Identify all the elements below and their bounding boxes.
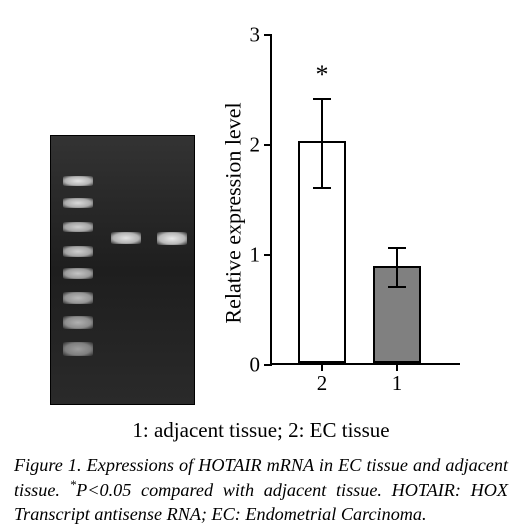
gel-band xyxy=(63,198,93,208)
gel-band xyxy=(63,246,93,257)
plot-area: 0123*21 xyxy=(270,35,460,365)
gel-band xyxy=(63,342,93,356)
caption-fig-label: Figure 1. xyxy=(14,455,82,475)
y-axis-title: Relative expression level xyxy=(221,102,247,323)
legend-text: 1: adjacent tissue; 2: EC tissue xyxy=(0,418,522,443)
y-tick-label: 3 xyxy=(250,23,261,48)
x-tick xyxy=(396,363,398,371)
caption-text-2: P<0.05 compared with adjacent tissue. HO… xyxy=(14,480,508,523)
y-tick xyxy=(264,254,272,256)
bar-chart: Relative expression level 0123*21 xyxy=(205,10,475,405)
gel-band xyxy=(63,222,93,232)
y-tick xyxy=(264,364,272,366)
x-tick xyxy=(321,363,323,371)
figure-caption: Figure 1. Expressions of HOTAIR mRNA in … xyxy=(14,454,508,526)
gel-band xyxy=(111,232,141,244)
gel-band xyxy=(157,232,187,245)
y-tick xyxy=(264,34,272,36)
gel-band xyxy=(63,316,93,329)
gel-band xyxy=(63,292,93,304)
gel-band xyxy=(63,268,93,279)
figure-panel: M12 Relative expression level 0123*21 xyxy=(50,10,480,405)
x-tick-label: 1 xyxy=(392,371,403,396)
y-tick-label: 0 xyxy=(250,353,261,378)
error-bar xyxy=(321,98,323,189)
x-tick-label: 2 xyxy=(317,371,328,396)
gel-image: M12 xyxy=(50,135,195,405)
error-bar xyxy=(396,247,398,288)
gel-lane xyxy=(105,136,147,404)
y-tick-label: 2 xyxy=(250,133,261,158)
y-tick xyxy=(264,144,272,146)
gel-lane xyxy=(57,136,99,404)
significance-marker: * xyxy=(316,60,329,90)
y-tick-label: 1 xyxy=(250,243,261,268)
gel-lane xyxy=(151,136,193,404)
gel-band xyxy=(63,176,93,186)
